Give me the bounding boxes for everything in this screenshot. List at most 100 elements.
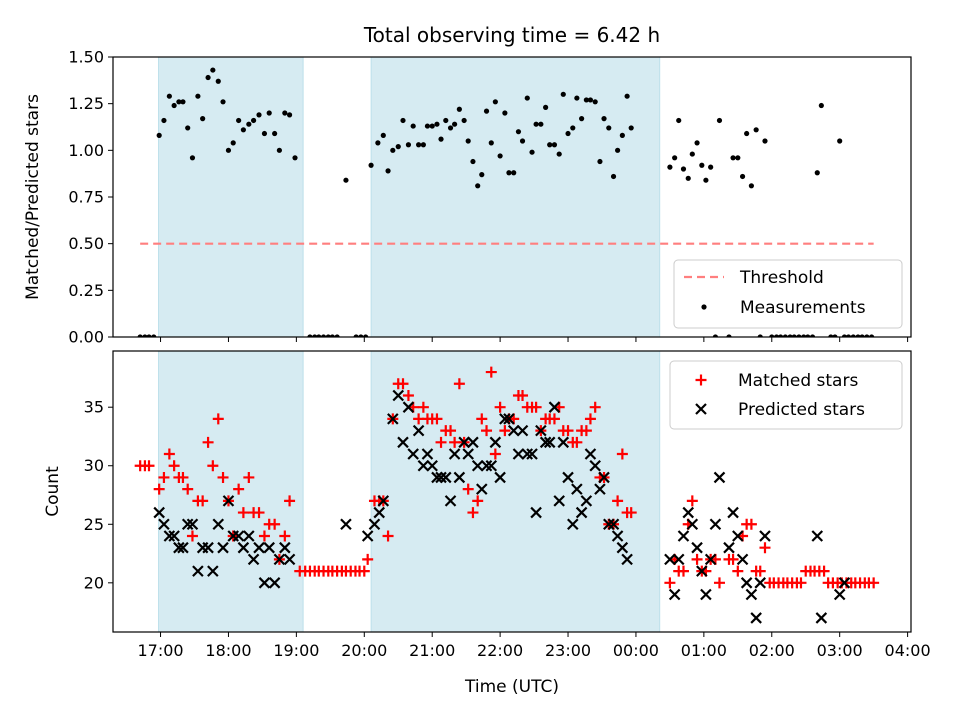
measurement-point: [787, 334, 793, 337]
predicted-star-point: [181, 518, 194, 531]
points-group: [137, 67, 875, 337]
measurement-point: [215, 78, 221, 84]
measurement-point: [753, 127, 759, 133]
measurement-point: [456, 106, 462, 112]
matched-star-point: [143, 460, 155, 472]
measurement-point: [475, 183, 481, 189]
predicted-star-point: [202, 541, 214, 554]
predicted-star-point: [530, 506, 542, 519]
predicted-star-point: [535, 424, 547, 437]
matched-star-point: [453, 378, 465, 390]
predicted-star-point: [467, 436, 479, 449]
measurement-point: [685, 175, 691, 181]
predicted-star-point: [759, 530, 771, 542]
measurement-point: [556, 151, 562, 157]
predicted-star-point: [553, 495, 565, 507]
predicted-star-point: [402, 401, 415, 413]
predicted-star-point: [412, 424, 425, 437]
predicted-star-point: [512, 448, 525, 460]
measurement-point: [400, 117, 406, 124]
predicted-star-point: [458, 436, 470, 449]
measurement-point: [791, 334, 797, 337]
predicted-star-point: [557, 436, 570, 449]
measurement-point: [261, 130, 268, 137]
matched-star-point: [186, 530, 198, 542]
predicted-star-point: [480, 459, 493, 472]
observing-window-band: [370, 350, 661, 633]
predicted-star-point: [361, 530, 374, 542]
measurement-point: [429, 123, 435, 129]
matched-star-point: [417, 401, 429, 413]
predicted-star-point: [723, 541, 735, 554]
matched-star-point: [431, 413, 443, 425]
legend: Matched stars Predicted stars: [669, 360, 903, 430]
measurement-point: [837, 138, 843, 144]
measurement-point: [405, 142, 412, 148]
measurement-point: [225, 147, 232, 153]
predicted-star-point: [192, 565, 204, 577]
predicted-star-point: [548, 401, 561, 413]
legend-box: [673, 259, 903, 329]
predicted-star-point: [421, 448, 434, 460]
measurement-point: [667, 164, 673, 170]
chart-title: Total observing time = 6.42 h: [363, 23, 660, 47]
predicted-star-point: [253, 541, 265, 554]
predicted-star-point: [562, 471, 574, 484]
x-tick-label: 21:00: [409, 641, 455, 660]
measurement-point: [250, 117, 257, 124]
measurement-point: [805, 334, 811, 337]
matched-star-point: [202, 436, 214, 448]
matched-star-point: [153, 483, 165, 495]
matched-star-point: [284, 495, 296, 507]
measurement-point: [773, 334, 780, 337]
predicted-star-point: [268, 577, 281, 589]
predicted-star-point: [387, 413, 399, 425]
top-panel: 0.00 0.25 0.50 0.75 1.00 1.25 1.50 Matched/Pred…: [23, 23, 912, 347]
measurement-point: [483, 108, 490, 114]
measurement-point: [748, 183, 755, 189]
predicted-star-point: [494, 471, 506, 484]
measurement-point: [809, 334, 816, 337]
predicted-star-point: [668, 588, 681, 601]
legend-threshold-label: Threshold: [739, 268, 824, 288]
measurement-point: [497, 153, 503, 159]
measurement-point: [782, 334, 788, 337]
predicted-star-point: [247, 553, 260, 566]
measurement-point: [796, 334, 802, 337]
predicted-star-point: [222, 495, 235, 507]
matched-star-point: [580, 425, 592, 437]
measurement-point: [574, 95, 580, 101]
y-tick-label: 35: [84, 398, 104, 417]
predicted-star-point: [503, 413, 515, 425]
matched-star-point: [481, 425, 493, 437]
matched-star-point: [177, 471, 189, 483]
measurement-point: [329, 334, 335, 337]
matched-star-point: [462, 483, 474, 495]
measurement-point: [230, 140, 236, 146]
measurement-point: [694, 140, 700, 146]
legend-measurement-label: Measurements: [740, 298, 866, 318]
y-tick-label: 1.00: [68, 141, 104, 160]
matched-star-point: [158, 471, 170, 483]
measurement-point: [185, 125, 191, 131]
predicted-star-point: [453, 471, 466, 484]
measurement-point: [708, 164, 714, 170]
predicted-star-point: [621, 553, 633, 566]
measurement-point: [325, 334, 331, 337]
measurement-point: [814, 170, 820, 176]
y-tick-label: 30: [84, 456, 104, 475]
y-tick-label: 0.50: [68, 234, 104, 253]
x-tick-label: 01:00: [681, 641, 727, 660]
measurement-point: [452, 121, 458, 127]
predicted-star-point: [815, 612, 828, 624]
y-tick-label: 20: [84, 573, 104, 592]
matched-star-point: [868, 577, 880, 589]
predicted-star-point: [163, 530, 176, 542]
measurement-point: [769, 334, 775, 337]
predicted-star-point: [507, 424, 520, 437]
matched-star-point: [233, 483, 245, 495]
measurement-point: [368, 162, 374, 168]
predicted-star-point: [539, 436, 552, 449]
x-tick-label: 00:00: [613, 641, 659, 660]
observing-window-band: [370, 56, 661, 338]
